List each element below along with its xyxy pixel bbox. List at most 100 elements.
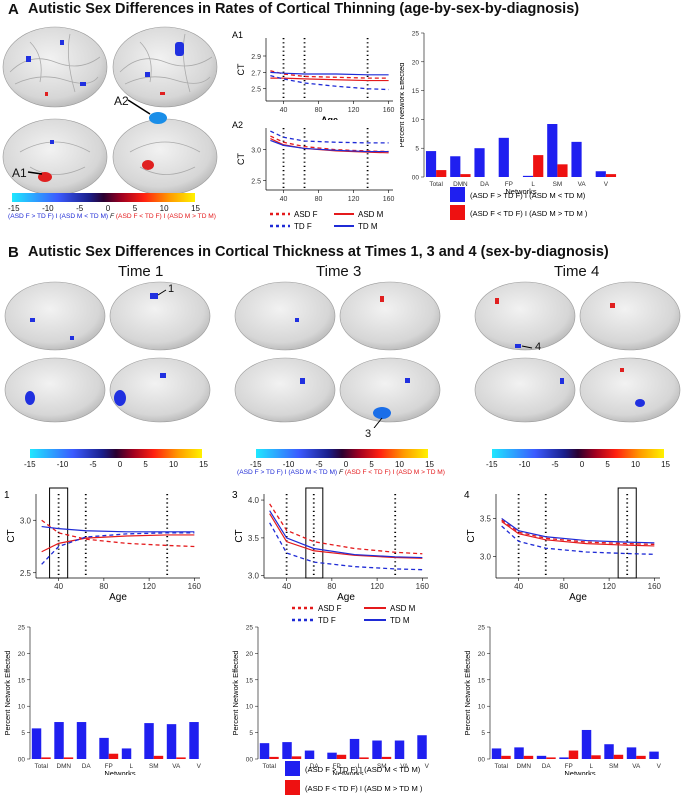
colorbar-tick: -5 <box>89 460 97 469</box>
callout-a1: A1 <box>12 166 27 180</box>
panel-b-letter: B <box>8 244 19 261</box>
x-tick-label: DA <box>82 763 92 770</box>
colorbar-tick: 10 <box>395 460 404 469</box>
colorbar-tick: 5 <box>143 460 148 469</box>
bar-red-dmn <box>63 757 74 759</box>
x-tick-label: 160 <box>416 582 430 591</box>
y-tick-label: 15 <box>246 677 254 684</box>
bar-blue-da <box>474 148 485 177</box>
legend-td-f-label: TD F <box>294 222 312 231</box>
colorbar-tick: 5 <box>605 460 610 469</box>
y-tick-label: 00 <box>478 757 486 764</box>
series-line-td-f <box>270 75 389 91</box>
x-tick-label: L <box>531 181 535 188</box>
y-tick-label: 5 <box>249 730 253 737</box>
panel-a-bar-legend: (ASD F > TD F) I (ASD M < TD M) (ASD F <… <box>450 187 588 220</box>
legend-blue-label: (ASD F > TD F) I (ASD M < TD M) <box>470 191 586 200</box>
x-tick-label: VA <box>632 763 641 770</box>
y-tick-label: 2.5 <box>20 569 32 578</box>
y-tick-label: 00 <box>246 757 254 764</box>
series-line-asd-m <box>41 534 195 553</box>
colorbar-tick: -10 <box>282 460 295 469</box>
callout-4: 4 <box>535 341 542 353</box>
x-tick-label: L <box>129 763 133 770</box>
bar-red-total <box>269 756 279 759</box>
x-tick-label: DMN <box>453 181 468 188</box>
y-tick-label: 3.0 <box>480 553 492 562</box>
x-axis-label: Age <box>109 592 127 603</box>
bar-blue-v <box>595 171 606 177</box>
bar-red-dmn <box>291 756 302 759</box>
y-tick-label: 5 <box>415 146 419 153</box>
chart-title: 4 <box>464 490 470 501</box>
chart-a2: A2 40 80 120 160 2.5 3.0 CT <box>232 120 395 203</box>
panel-a-brains <box>2 26 218 196</box>
callout-4-arrow <box>521 345 533 349</box>
colorbar-a-tick: -5 <box>76 204 84 213</box>
legend-asd-f-label: ASD F <box>294 210 318 219</box>
y-tick-label: 25 <box>412 31 420 38</box>
bar-blue-v <box>649 751 659 759</box>
y-tick-label: 15 <box>18 677 26 684</box>
colorbar-tick: -5 <box>551 460 559 469</box>
y-tick-label: 3.5 <box>480 514 492 523</box>
legend-red-text: (ASD F < TD F) I (ASD M > TD M) <box>115 213 216 220</box>
x-tick-label: DMN <box>516 763 531 770</box>
bar-blue-va <box>166 724 177 759</box>
bar-red-l <box>533 155 544 177</box>
x-axis-label: Age <box>569 592 587 603</box>
x-axis-label: Networks <box>564 769 596 775</box>
y-tick-label: 2.9 <box>251 54 261 61</box>
bar-blue-fp <box>99 737 109 759</box>
colorbar-b4 <box>492 449 664 458</box>
series-line-asd-m <box>270 77 389 82</box>
legend-td-f-label: TD F <box>318 616 336 625</box>
callout-a1-arrow <box>27 171 43 175</box>
bar-blue-l <box>581 729 592 759</box>
y-tick-label: 10 <box>412 117 420 124</box>
bar-blue-total <box>491 748 502 759</box>
x-tick-label: VA <box>172 763 181 770</box>
legend-blue-text: (ASD F > TD F) I (ASD M < TD M) <box>8 213 109 220</box>
colorbar-b3 <box>256 449 428 458</box>
x-tick-label: 160 <box>188 582 202 591</box>
series-line-td-m <box>270 71 389 76</box>
chart-title: 1 <box>4 490 10 501</box>
bar-blue-sm <box>144 723 154 759</box>
x-tick-label: SM <box>609 763 619 770</box>
bar-blue-v <box>417 735 427 759</box>
bar-blue-va <box>571 141 582 177</box>
callout-a2: A2 <box>114 94 129 108</box>
x-tick-label: 160 <box>383 196 395 203</box>
colorbar-a-tick: 5 <box>132 204 138 213</box>
time-1-label: Time 1 <box>118 263 164 280</box>
x-tick-label: 160 <box>648 582 662 591</box>
bar-red-l <box>359 757 369 759</box>
series-line-asd-m <box>501 521 655 547</box>
bar-red-va <box>636 755 646 759</box>
bar-red-va <box>176 757 186 759</box>
callout-3-arrow <box>373 417 383 428</box>
x-tick-label: 120 <box>348 107 360 114</box>
bar-blue-da <box>304 750 315 759</box>
callout-1-arrow <box>157 289 167 296</box>
x-tick-label: 120 <box>602 582 616 591</box>
colorbar-a <box>12 193 195 202</box>
y-tick-label: 3.5 <box>248 534 260 543</box>
x-tick-label: FP <box>565 763 573 770</box>
legend-mid-text: F <box>338 469 344 476</box>
legend-red-swatch <box>285 780 300 795</box>
y-tick-label: 4.0 <box>248 496 260 505</box>
legend-blue-text: (ASD F > TD F) I (ASD M < TD M) <box>237 469 338 476</box>
bar-blue-v <box>189 722 199 759</box>
legend-blue-label: (ASD F > TD F) I (ASD M < TD M) <box>305 765 421 774</box>
y-axis-label: CT <box>234 529 245 542</box>
colorbar-tick: 15 <box>661 460 670 469</box>
x-axis-label: Networks <box>104 769 136 775</box>
y-tick-label: 00 <box>412 175 420 182</box>
chart-b4-bar: 00 5 10 15 20 25 Percent Network Effected Total… <box>463 625 662 776</box>
x-tick-label: V <box>657 763 662 770</box>
panel-b-line-legend: ASD F ASD M TD F TD M <box>292 604 416 625</box>
x-tick-label: DMN <box>56 763 71 770</box>
colorbar-tick: -15 <box>250 460 262 469</box>
